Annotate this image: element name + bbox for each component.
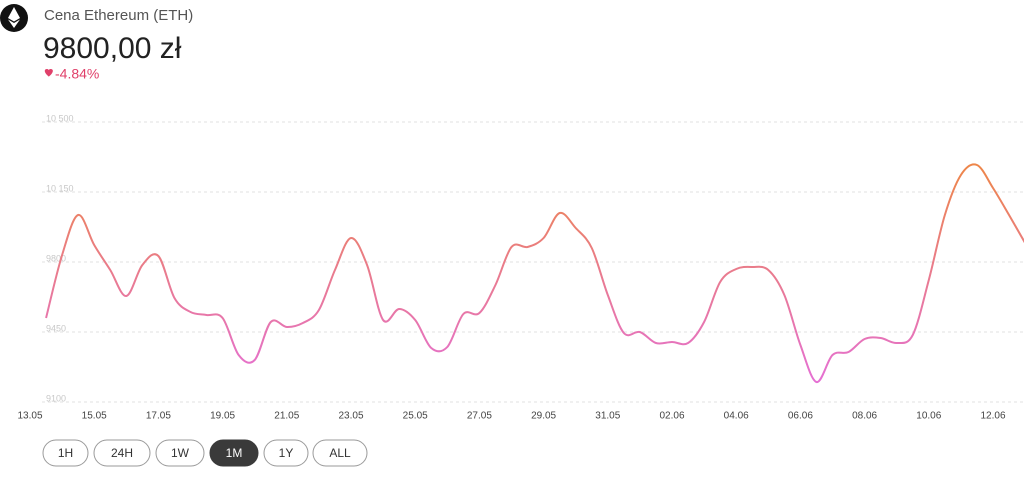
x-tick-label: 06.06 (788, 411, 813, 422)
button-bg (42, 439, 89, 467)
y-tick-label: 9800 (46, 253, 66, 263)
button-bg (312, 439, 368, 467)
x-tick-label: 29.05 (531, 411, 556, 422)
x-tick-label: 04.06 (724, 411, 749, 422)
x-tick-label: 02.06 (659, 411, 684, 422)
x-tick-label: 10.06 (916, 411, 941, 422)
range-button[interactable]: 1W (155, 439, 205, 467)
button-label[interactable]: 1M (226, 446, 243, 460)
y-tick-label: 9450 (46, 323, 66, 333)
button-bg (155, 439, 205, 467)
x-tick-label: 23.05 (338, 411, 363, 422)
title: Cena Ethereum (ETH) (44, 7, 193, 24)
button-label[interactable]: 1Y (279, 446, 294, 460)
price: 9800,00 zł (43, 32, 182, 65)
x-tick-label: 12.06 (980, 411, 1005, 422)
x-tick-label: 21.05 (274, 411, 299, 422)
range-button[interactable]: 1M (209, 439, 259, 467)
button-bg (209, 439, 259, 467)
x-tick-label: 27.05 (467, 411, 492, 422)
x-tick-label: 08.06 (852, 411, 877, 422)
y-tick-label: 10 500 (46, 113, 74, 123)
eth-icon (0, 4, 28, 32)
x-tick-label: 15.05 (82, 411, 107, 422)
y-tick-label: 10 150 (46, 183, 74, 193)
price-line (45, 163, 1024, 383)
x-tick-label: 19.05 (210, 411, 235, 422)
x-tick-label: 31.05 (595, 411, 620, 422)
button-bg (263, 439, 309, 467)
button-label[interactable]: 1H (58, 446, 73, 460)
x-tick-label: 17.05 (146, 411, 171, 422)
price-change: -4.84% (55, 66, 99, 82)
range-button[interactable]: 1Y (263, 439, 309, 467)
button-bg (93, 439, 151, 467)
button-label[interactable]: 24H (111, 446, 133, 460)
button-label[interactable]: 1W (171, 446, 190, 460)
change-icon (44, 69, 53, 77)
x-tick-label: 13.05 (17, 411, 42, 422)
range-button[interactable]: 24H (93, 439, 151, 467)
x-tick-label: 25.05 (403, 411, 428, 422)
y-tick-label: 9100 (46, 393, 66, 403)
range-button[interactable]: ALL (312, 439, 368, 467)
range-button[interactable]: 1H (42, 439, 89, 467)
button-label[interactable]: ALL (329, 446, 351, 460)
